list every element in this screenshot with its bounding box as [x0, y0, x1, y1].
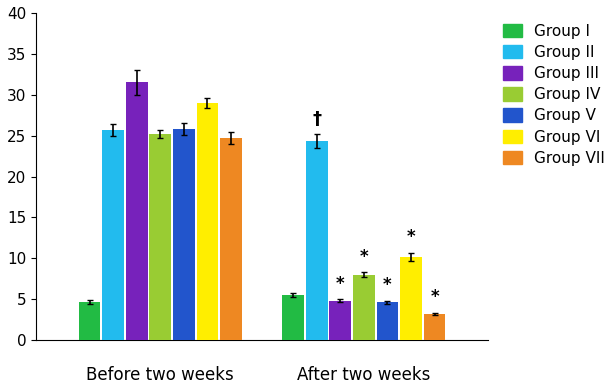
Bar — [197, 103, 218, 340]
Bar — [306, 141, 328, 340]
Text: *: * — [407, 228, 415, 246]
Text: *: * — [430, 288, 439, 306]
Bar — [79, 301, 100, 340]
Text: *: * — [383, 276, 392, 294]
Text: Before two weeks: Before two weeks — [87, 366, 234, 384]
Bar — [149, 134, 171, 340]
Bar — [102, 130, 124, 340]
Text: *: * — [360, 248, 368, 266]
Bar — [400, 257, 422, 340]
Bar — [126, 82, 148, 340]
Text: †: † — [312, 110, 321, 128]
Bar — [353, 275, 375, 340]
Text: After two weeks: After two weeks — [297, 366, 430, 384]
Bar — [220, 138, 242, 340]
Bar — [330, 301, 351, 340]
Bar — [424, 314, 445, 340]
Text: *: * — [336, 275, 344, 293]
Bar — [376, 303, 399, 340]
Bar — [173, 129, 195, 340]
Legend: Group I, Group II, Group III, Group IV, Group V, Group VI, Group VII: Group I, Group II, Group III, Group IV, … — [500, 21, 608, 169]
Bar — [282, 295, 304, 340]
